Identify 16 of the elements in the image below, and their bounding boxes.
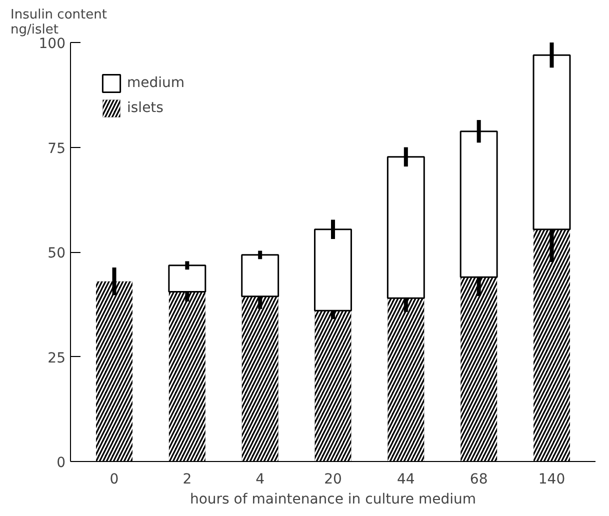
legend-label: islets <box>127 100 164 116</box>
x-tick-label: 4 <box>256 472 265 488</box>
x-tick-label: 20 <box>324 472 342 488</box>
y-tick-label: 50 <box>48 246 66 262</box>
x-tick-label: 68 <box>470 472 488 488</box>
x-axis-title: hours of maintenance in culture medium <box>190 492 476 508</box>
y-tick-label: 0 <box>56 455 66 471</box>
legend-label: medium <box>127 75 185 91</box>
x-tick-label: 140 <box>538 472 566 488</box>
x-tick-label: 44 <box>397 472 415 488</box>
y-tick-label: 25 <box>48 350 66 366</box>
y-tick-label: 100 <box>38 36 66 52</box>
x-tick-label: 2 <box>182 472 192 488</box>
y-axis-title: Insulin content ng/islet <box>10 8 107 38</box>
x-tick-label: 0 <box>110 472 119 488</box>
y-tick-label: 75 <box>48 140 66 157</box>
